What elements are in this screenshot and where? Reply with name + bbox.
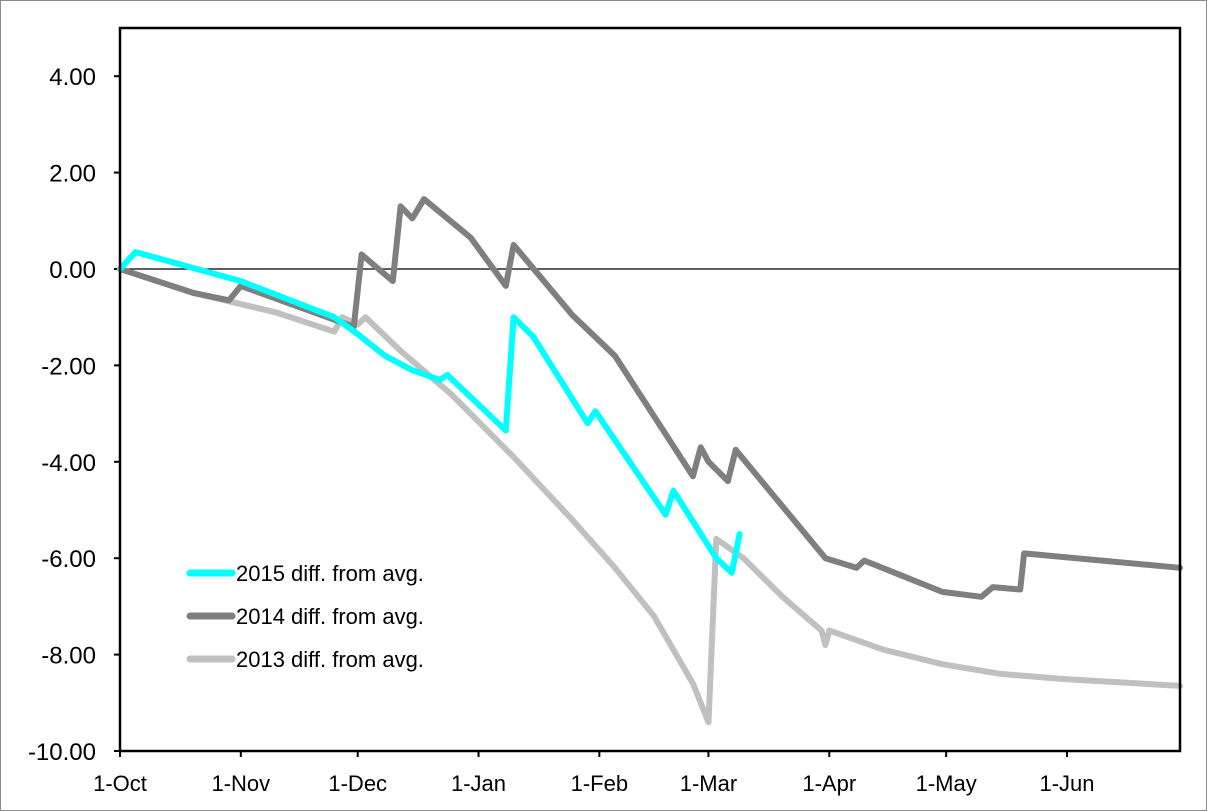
series-line-2015 bbox=[117, 249, 743, 576]
x-tick-label: 1-May bbox=[916, 771, 977, 796]
y-tick-label: -4.00 bbox=[41, 450, 96, 477]
x-tick-label: 1-Jan bbox=[451, 771, 506, 796]
plot-area bbox=[118, 26, 1182, 753]
y-tick-label: -8.00 bbox=[41, 643, 96, 670]
legend-label: 2015 diff. from avg. bbox=[236, 561, 424, 586]
x-tick-label: 1-Mar bbox=[680, 771, 737, 796]
legend-label: 2013 diff. from avg. bbox=[236, 647, 424, 672]
series-line-2014 bbox=[117, 196, 1183, 600]
x-axis: 1-Oct 1-Nov 1-Dec 1-Jan 1-Feb 1-Mar 1-Apr 1-May… bbox=[93, 751, 1095, 796]
x-tick-label: 1-Apr bbox=[802, 771, 856, 796]
y-axis: 4.00 2.00 0.00 -2.00 -4.00 -6.00 -8.00 -10.00 bbox=[28, 64, 120, 766]
x-tick-label: 1-Jun bbox=[1039, 771, 1094, 796]
y-tick-label: -2.00 bbox=[41, 353, 96, 380]
x-tick-label: 1-Dec bbox=[328, 771, 387, 796]
legend-label: 2014 diff. from avg. bbox=[236, 604, 424, 629]
legend: 2015 diff. from avg. 2014 diff. from avg.… bbox=[186, 561, 424, 672]
y-tick-label: 0.00 bbox=[49, 257, 96, 284]
x-tick-label: 1-Oct bbox=[93, 771, 147, 796]
y-tick-label: 4.00 bbox=[49, 64, 96, 91]
x-tick-label: 1-Nov bbox=[211, 771, 270, 796]
y-tick-label: -10.00 bbox=[28, 739, 96, 766]
series-line-2013 bbox=[117, 266, 1183, 726]
series-lines bbox=[117, 196, 1183, 726]
y-tick-label: 2.00 bbox=[49, 161, 96, 188]
y-tick-label: -6.00 bbox=[41, 546, 96, 573]
x-tick-label: 1-Feb bbox=[571, 771, 628, 796]
